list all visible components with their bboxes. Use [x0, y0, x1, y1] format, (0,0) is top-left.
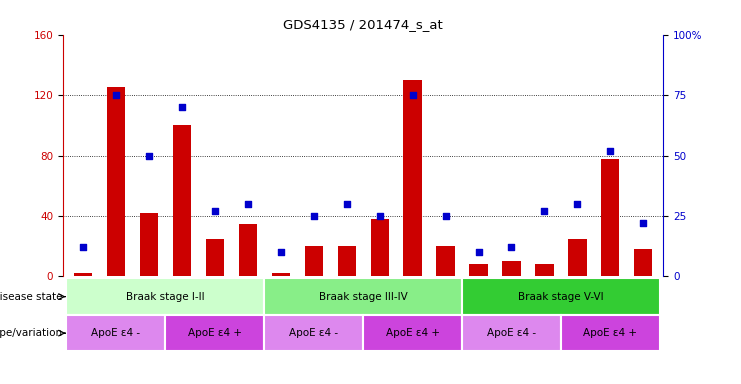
Text: ApoE ε4 +: ApoE ε4 +: [385, 328, 439, 338]
Bar: [264, 315, 363, 351]
Point: [373, 213, 385, 219]
Point: [275, 249, 287, 255]
Bar: [462, 315, 561, 351]
Bar: [536, 264, 554, 276]
Text: ApoE ε4 -: ApoE ε4 -: [289, 328, 338, 338]
Point: [539, 208, 551, 214]
Text: ApoE ε4 +: ApoE ε4 +: [583, 328, 637, 338]
Bar: [568, 239, 587, 276]
Text: Braak stage I-II: Braak stage I-II: [126, 291, 205, 302]
Title: GDS4135 / 201474_s_at: GDS4135 / 201474_s_at: [283, 18, 443, 31]
Point: [242, 201, 253, 207]
Bar: [634, 249, 653, 276]
Bar: [404, 80, 422, 276]
Point: [605, 147, 617, 154]
Point: [110, 92, 122, 98]
Point: [143, 152, 155, 159]
Bar: [338, 246, 356, 276]
Point: [176, 104, 187, 110]
Bar: [66, 315, 165, 351]
Text: disease state: disease state: [0, 291, 62, 302]
Point: [473, 249, 485, 255]
Text: genotype/variation: genotype/variation: [0, 328, 62, 338]
Point: [439, 213, 451, 219]
Bar: [363, 315, 462, 351]
Point: [308, 213, 319, 219]
Bar: [107, 88, 124, 276]
Point: [209, 208, 221, 214]
Bar: [502, 262, 521, 276]
Point: [407, 92, 419, 98]
Bar: [66, 278, 264, 315]
Bar: [165, 315, 264, 351]
Bar: [436, 246, 455, 276]
Bar: [239, 223, 256, 276]
Bar: [561, 315, 660, 351]
Point: [341, 201, 353, 207]
Text: Braak stage V-VI: Braak stage V-VI: [518, 291, 604, 302]
Point: [505, 244, 517, 250]
Text: ApoE ε4 -: ApoE ε4 -: [487, 328, 536, 338]
Text: ApoE ε4 +: ApoE ε4 +: [187, 328, 242, 338]
Point: [77, 244, 89, 250]
Bar: [264, 278, 462, 315]
Text: ApoE ε4 -: ApoE ε4 -: [91, 328, 140, 338]
Bar: [73, 273, 92, 276]
Point: [571, 201, 583, 207]
Bar: [602, 159, 619, 276]
Point: [637, 220, 649, 226]
Bar: [370, 219, 388, 276]
Bar: [173, 125, 190, 276]
Bar: [271, 273, 290, 276]
Text: Braak stage III-IV: Braak stage III-IV: [319, 291, 408, 302]
Bar: [470, 264, 488, 276]
Bar: [462, 278, 660, 315]
Bar: [305, 246, 322, 276]
Bar: [205, 239, 224, 276]
Bar: [139, 213, 158, 276]
